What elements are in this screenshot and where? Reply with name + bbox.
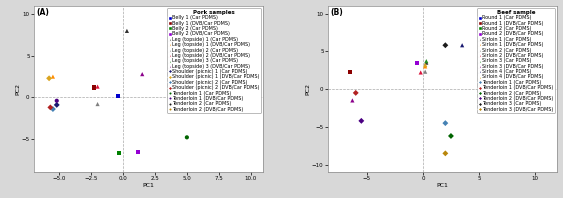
Point xyxy=(215,88,224,91)
Point xyxy=(227,42,236,45)
Point xyxy=(458,44,467,47)
Text: (B): (B) xyxy=(330,8,343,17)
Point xyxy=(52,99,61,102)
Point xyxy=(351,91,360,94)
Point xyxy=(134,151,143,154)
Point xyxy=(525,97,534,100)
Point xyxy=(93,103,102,106)
Point xyxy=(357,119,366,122)
Point xyxy=(421,65,430,68)
Point xyxy=(115,151,124,155)
Legend: Round 1 (Car PDMS), Round 1 (DVB/Car PDMS), Round 2 (Car PDMS), Round 2 (DVB/Car: Round 1 (Car PDMS), Round 1 (DVB/Car PDM… xyxy=(477,8,555,113)
Point xyxy=(122,29,131,32)
Point xyxy=(422,60,431,63)
Point xyxy=(422,61,431,64)
Point xyxy=(52,103,61,107)
X-axis label: PC1: PC1 xyxy=(142,183,154,188)
Point xyxy=(421,63,430,67)
Point xyxy=(46,106,55,109)
Point xyxy=(413,61,422,64)
Point xyxy=(441,122,450,125)
Point xyxy=(416,71,425,74)
Y-axis label: PC2: PC2 xyxy=(306,83,311,95)
Point xyxy=(446,134,455,138)
Y-axis label: PC2: PC2 xyxy=(15,83,20,95)
Point xyxy=(48,75,57,78)
Point xyxy=(348,99,357,102)
Point xyxy=(44,77,53,80)
Legend: Belly 1 (Car PDMS), Belly 1 (DVB/Car PDMS), Belly 2 (Car PDMS), Belly 2 (DVB/Car: Belly 1 (Car PDMS), Belly 1 (DVB/Car PDM… xyxy=(167,8,261,113)
Point xyxy=(502,27,511,30)
Point xyxy=(93,85,102,88)
Point xyxy=(90,86,99,89)
Point xyxy=(138,72,147,76)
Text: (A): (A) xyxy=(36,8,49,17)
Point xyxy=(346,70,355,73)
Point xyxy=(421,70,430,73)
Point xyxy=(48,108,57,111)
Point xyxy=(114,94,123,97)
Point xyxy=(441,44,450,47)
Point xyxy=(189,77,198,80)
Point xyxy=(182,136,191,139)
X-axis label: PC1: PC1 xyxy=(437,183,449,188)
Point xyxy=(441,152,450,155)
